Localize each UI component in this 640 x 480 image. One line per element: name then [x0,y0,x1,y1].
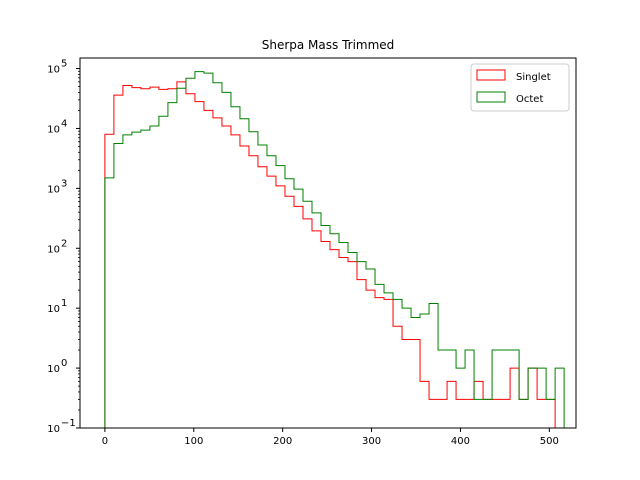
y-tick-exponent: 1 [61,298,67,309]
y-tick-exponent: 5 [61,59,67,70]
axes-frame [79,57,577,429]
y-tick-label: 10 [47,244,60,255]
y-tick-label: 10 [47,424,60,435]
plot-area [104,71,565,428]
y-tick-exponent: 0 [61,358,67,369]
legend: Singlet Octet [470,63,570,112]
y-tick-label: 10 [47,184,60,195]
x-tick-label: 300 [362,436,381,447]
legend-label-singlet: Singlet [516,72,551,83]
y-tick-exponent: 4 [61,118,67,129]
legend-swatch-octet [476,91,506,103]
y-tick-label: 10 [47,65,60,76]
series-octet-step [104,71,565,428]
x-axis: 0 100 200 300 400 500 [102,428,559,447]
chart-title: Sherpa Mass Trimmed [262,38,395,52]
y-tick-exponent: 2 [61,238,67,249]
y-tick-label: 10 [47,304,60,315]
y-tick-label: 10 [47,124,60,135]
legend-frame [470,63,570,112]
legend-swatch-singlet [476,69,506,81]
x-tick-label: 200 [273,436,292,447]
x-tick-label: 100 [184,436,203,447]
y-tick-label: 10 [47,364,60,375]
y-tick-exponent: −1 [61,418,76,429]
x-tick-label: 400 [451,436,470,447]
x-tick-label: 0 [102,436,108,447]
y-tick-exponent: 3 [61,178,67,189]
legend-label-octet: Octet [516,94,543,105]
x-tick-label: 500 [540,436,559,447]
